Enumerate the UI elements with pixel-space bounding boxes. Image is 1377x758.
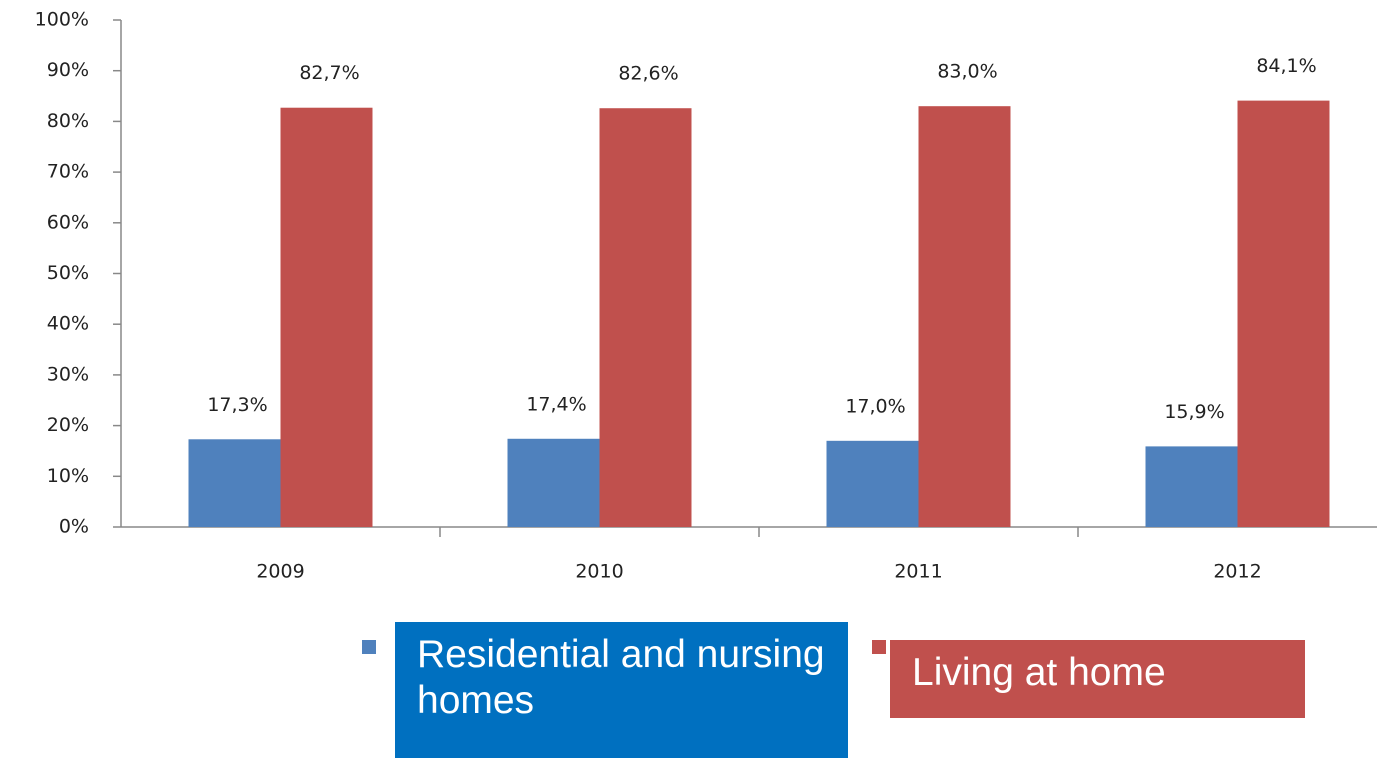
bar bbox=[507, 438, 600, 527]
y-tick-label: 20% bbox=[47, 414, 89, 436]
legend-box bbox=[890, 640, 1305, 718]
x-tick-label: 2009 bbox=[256, 561, 304, 583]
value-label: 84,1% bbox=[1256, 55, 1316, 77]
bar bbox=[1145, 446, 1238, 527]
x-tick-label: 2010 bbox=[575, 561, 623, 583]
y-tick-label: 50% bbox=[47, 262, 89, 284]
y-tick-label: 70% bbox=[47, 161, 89, 183]
bar bbox=[599, 108, 692, 527]
value-label: 17,4% bbox=[526, 393, 586, 415]
legend-swatch bbox=[362, 640, 376, 654]
value-label: 83,0% bbox=[937, 61, 997, 83]
x-tick-label: 2012 bbox=[1213, 561, 1261, 583]
bar bbox=[188, 439, 281, 527]
legend-label: Living at home bbox=[912, 651, 1166, 694]
y-tick-label: 10% bbox=[47, 465, 89, 487]
value-label: 17,0% bbox=[845, 395, 905, 417]
y-tick-label: 100% bbox=[35, 9, 89, 31]
x-tick-label: 2011 bbox=[894, 561, 942, 583]
legend-entry: Living at home bbox=[912, 651, 1166, 694]
legend-label: Residential and nursing homes bbox=[417, 633, 825, 722]
value-label: 82,6% bbox=[618, 63, 678, 85]
y-tick-label: 30% bbox=[47, 363, 89, 385]
value-label: 15,9% bbox=[1164, 401, 1224, 423]
value-label: 82,7% bbox=[299, 62, 359, 84]
bar bbox=[826, 440, 919, 527]
legend-box bbox=[395, 622, 848, 758]
legend-swatch bbox=[872, 640, 886, 654]
y-tick-label: 40% bbox=[47, 313, 89, 335]
value-label: 17,3% bbox=[207, 394, 267, 416]
y-tick-label: 0% bbox=[59, 516, 89, 538]
y-tick-label: 90% bbox=[47, 59, 89, 81]
y-tick-label: 80% bbox=[47, 110, 89, 132]
bar bbox=[918, 106, 1011, 527]
legend-entry: Residential and nursing homes bbox=[417, 633, 825, 722]
bar bbox=[280, 107, 373, 527]
bar bbox=[1237, 100, 1330, 527]
y-tick-label: 60% bbox=[47, 211, 89, 233]
